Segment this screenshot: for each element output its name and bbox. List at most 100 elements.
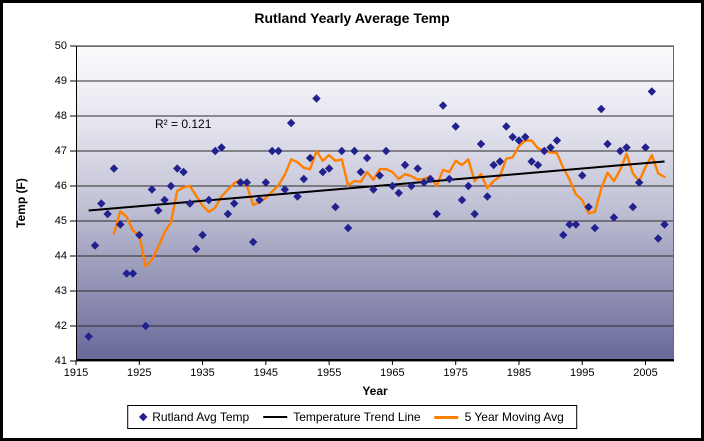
data-point <box>375 171 384 180</box>
data-point <box>502 122 511 131</box>
data-point <box>533 160 543 170</box>
data-point <box>413 164 422 173</box>
data-point <box>350 146 359 156</box>
data-point <box>293 192 302 201</box>
data-point <box>603 139 612 149</box>
data-point <box>109 164 119 173</box>
x-tick-label: 1975 <box>443 367 468 379</box>
data-point <box>141 321 150 331</box>
moving-average-line <box>112 139 666 268</box>
data-point <box>312 94 321 103</box>
y-tick-label: 45 <box>54 215 67 227</box>
data-point <box>305 153 315 163</box>
y-tick-label: 44 <box>54 250 67 262</box>
data-point <box>369 185 378 194</box>
data-point <box>173 164 182 173</box>
data-point <box>381 146 391 156</box>
data-point <box>426 174 435 184</box>
data-point <box>122 269 131 278</box>
data-point <box>331 202 340 212</box>
r-squared-annotation: R² = 0.121 <box>155 117 212 131</box>
data-point <box>578 171 587 180</box>
data-point <box>318 167 328 177</box>
data-point <box>255 195 264 205</box>
data-point <box>419 178 429 187</box>
data-point <box>489 160 498 170</box>
data-point <box>540 146 549 156</box>
x-tick-label: 1995 <box>569 367 595 379</box>
data-point <box>267 146 277 156</box>
data-point <box>641 143 650 152</box>
y-tick-label: 46 <box>54 180 67 192</box>
data-point <box>407 181 416 191</box>
y-tick-label: 48 <box>54 110 67 122</box>
data-point <box>179 167 188 177</box>
data-point <box>97 199 106 208</box>
legend-label-trend: Temperature Trend Line <box>293 410 421 424</box>
x-tick-label: 1955 <box>316 367 342 379</box>
data-point <box>571 220 581 229</box>
x-tick-label: 1915 <box>63 367 89 379</box>
data-point <box>508 132 517 142</box>
legend-item-moving-avg: 5 Year Moving Avg <box>434 410 564 424</box>
data-point <box>229 199 239 208</box>
y-tick-label: 43 <box>54 285 67 297</box>
data-point <box>634 178 644 187</box>
data-point <box>185 199 195 208</box>
data-point <box>248 237 258 247</box>
data-point <box>128 269 138 278</box>
data-point <box>135 230 144 240</box>
data-point <box>483 192 492 201</box>
moving-avg-marker-icon <box>434 415 459 419</box>
data-point <box>343 223 353 233</box>
legend-item-trend: Temperature Trend Line <box>263 410 421 424</box>
trend-line-marker-icon <box>263 416 288 418</box>
data-point <box>457 195 467 205</box>
data-point <box>521 132 530 142</box>
data-point <box>476 139 486 149</box>
data-point <box>198 230 207 240</box>
data-point <box>192 244 201 254</box>
legend-label-moving-avg: 5 Year Moving Avg <box>464 410 564 424</box>
data-point <box>337 146 346 156</box>
x-tick-label: 1935 <box>190 367 215 379</box>
data-point <box>597 104 606 114</box>
data-point <box>660 220 669 229</box>
data-point <box>274 146 283 156</box>
data-point <box>90 241 100 250</box>
x-tick-label: 1965 <box>380 367 405 379</box>
data-point <box>147 185 157 194</box>
data-point <box>609 213 619 222</box>
data-point <box>211 146 220 156</box>
x-tick-label: 2005 <box>633 367 658 379</box>
legend-item-scatter: Rutland Avg Temp <box>138 410 249 424</box>
data-point <box>590 223 600 233</box>
data-point <box>495 157 505 166</box>
x-tick-label: 1985 <box>506 367 532 379</box>
data-point <box>204 195 214 205</box>
data-point <box>432 209 441 219</box>
data-point <box>242 178 252 187</box>
data-point <box>527 157 536 166</box>
data-point <box>103 209 112 219</box>
x-axis-title: Year <box>362 384 388 398</box>
data-point <box>565 220 574 229</box>
data-point <box>280 185 290 194</box>
data-point <box>223 209 233 219</box>
diamond-marker-icon <box>138 412 148 422</box>
data-point <box>559 230 568 240</box>
data-point <box>470 209 479 219</box>
data-point <box>445 174 454 184</box>
data-point <box>552 136 562 145</box>
data-point <box>388 181 397 191</box>
y-tick-label: 41 <box>54 355 67 367</box>
data-point <box>362 153 372 163</box>
data-point <box>236 178 245 187</box>
data-point <box>217 143 226 152</box>
data-point <box>451 122 460 131</box>
legend: Rutland Avg Temp Temperature Trend Line … <box>127 405 577 429</box>
data-point <box>261 178 271 187</box>
data-point <box>438 101 448 110</box>
data-point <box>160 195 169 205</box>
